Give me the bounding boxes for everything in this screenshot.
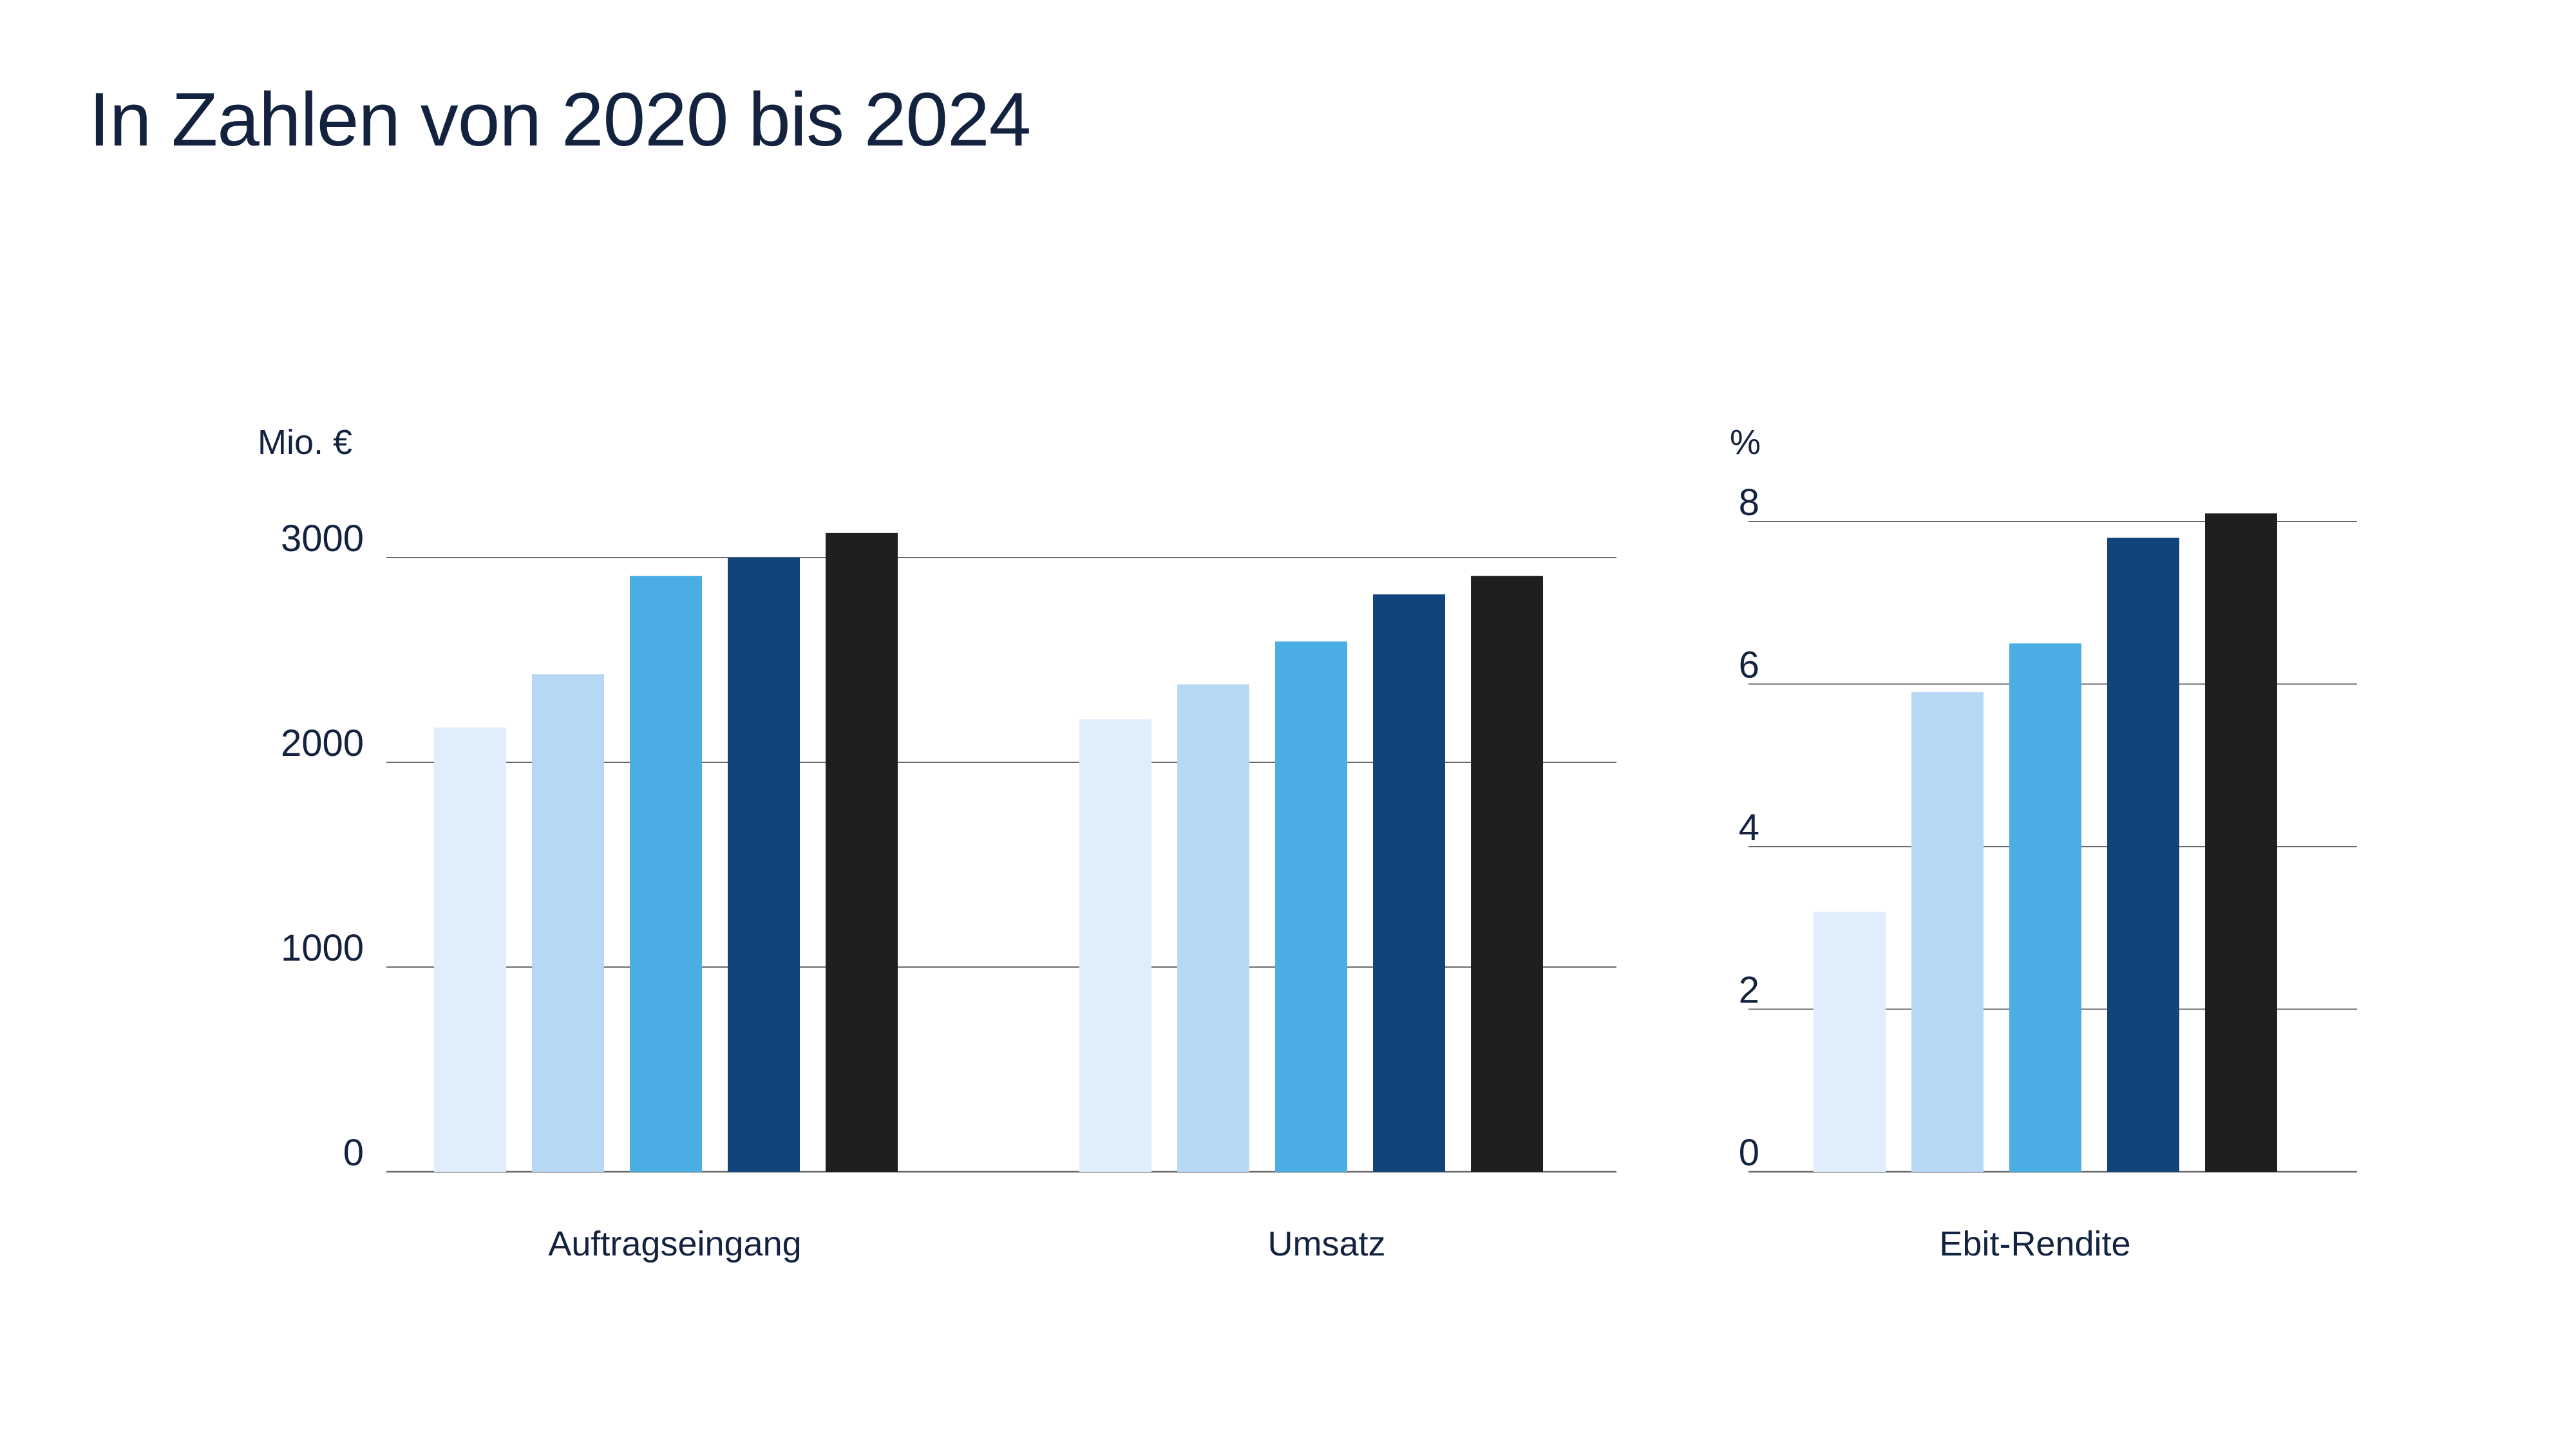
page-title: In Zahlen von 2020 bis 2024	[89, 77, 1031, 162]
category-label: Ebit-Rendite	[1939, 1225, 2130, 1263]
y-axis-unit-label: Mio. €	[258, 423, 352, 462]
y-tick-label: 2000	[281, 722, 364, 764]
bar	[2009, 643, 2081, 1172]
bar	[1911, 692, 1984, 1172]
bar	[1177, 684, 1249, 1172]
category-label: Auftragseingang	[548, 1225, 801, 1263]
bar	[826, 532, 898, 1172]
bar	[532, 674, 604, 1172]
bar	[1275, 641, 1347, 1172]
y-tick-label: 0	[343, 1132, 364, 1174]
y-tick-label: 0	[1739, 1132, 1759, 1174]
bar	[1814, 912, 1886, 1172]
y-axis-unit-label: %	[1730, 423, 1761, 462]
bar	[1373, 594, 1445, 1172]
bar	[2107, 538, 2179, 1172]
y-tick-label: 4	[1739, 807, 1759, 849]
y-tick-label: 3000	[281, 518, 364, 559]
bar	[728, 558, 800, 1172]
bar	[1471, 576, 1543, 1172]
y-tick-label: 6	[1739, 644, 1759, 686]
y-tick-label: 8	[1739, 482, 1759, 523]
bar	[2205, 513, 2277, 1172]
category-label: Umsatz	[1267, 1225, 1385, 1263]
bar	[434, 727, 506, 1172]
bar	[630, 576, 702, 1172]
y-tick-label: 1000	[281, 927, 364, 969]
bar	[1079, 719, 1151, 1172]
y-tick-label: 2	[1739, 970, 1759, 1011]
